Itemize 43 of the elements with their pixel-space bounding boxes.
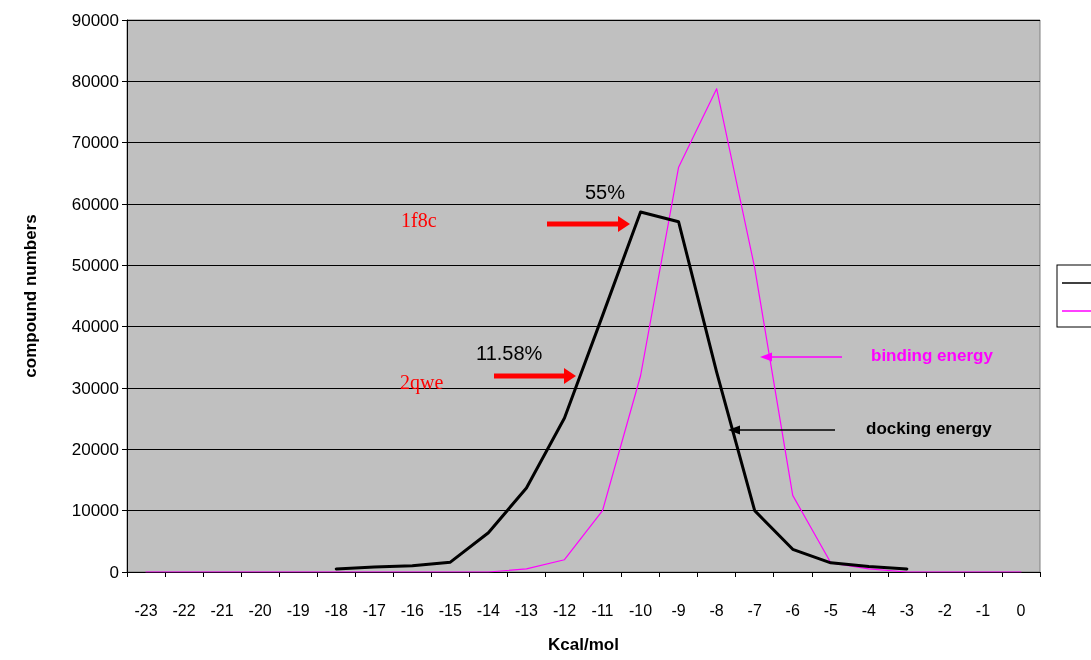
x-tick-label: -11 bbox=[591, 601, 614, 619]
x-tick-label: -6 bbox=[785, 601, 800, 619]
x-tick-label: -12 bbox=[552, 601, 577, 619]
x-tick-label: -20 bbox=[248, 601, 272, 619]
x-tick-label: -23 bbox=[134, 601, 158, 619]
x-tick-label: -9 bbox=[671, 601, 686, 619]
x-tick-label: -16 bbox=[400, 601, 424, 619]
line-series bbox=[145, 88, 1022, 573]
x-tick-label: -5 bbox=[823, 601, 838, 619]
x-axis-title: Kcal/mol bbox=[548, 635, 619, 654]
legend-label: binding energy bbox=[871, 346, 994, 365]
x-tick-label: -10 bbox=[629, 601, 653, 619]
x-tick-label: -14 bbox=[476, 601, 501, 619]
x-tick-label: -22 bbox=[172, 601, 196, 619]
y-tick-label: 80000 bbox=[71, 71, 119, 91]
x-tick-label: -17 bbox=[362, 601, 386, 619]
x-tick-label: -3 bbox=[899, 601, 915, 619]
y-axis-title: compound numbers bbox=[21, 214, 40, 378]
x-tick-label: -19 bbox=[286, 601, 310, 619]
y-tick-label: 0 bbox=[109, 562, 119, 582]
x-tick-label: -13 bbox=[514, 601, 539, 619]
y-tick-label: 90000 bbox=[71, 10, 119, 30]
x-tick-label: -21 bbox=[210, 601, 234, 619]
annotation: 55% bbox=[585, 181, 626, 203]
text: docking energy bbox=[866, 419, 993, 438]
annotation: 1f8c bbox=[401, 209, 437, 231]
x-tick-label: -4 bbox=[861, 601, 877, 619]
y-tick-label: 10000 bbox=[71, 501, 119, 521]
x-tick-label: -2 bbox=[937, 601, 953, 619]
y-tick-label: 30000 bbox=[71, 378, 119, 398]
y-tick-label: 70000 bbox=[71, 133, 119, 153]
x-tick-label: 0 bbox=[1016, 601, 1026, 619]
x-tick-label: -15 bbox=[438, 601, 463, 619]
y-tick-label: 50000 bbox=[71, 255, 119, 275]
x-tick-label: -1 bbox=[975, 601, 991, 619]
y-tick-label: 60000 bbox=[71, 194, 119, 214]
annotation: 11.58% bbox=[476, 342, 543, 364]
y-tick-label: 20000 bbox=[71, 439, 119, 459]
x-tick-label: -8 bbox=[709, 601, 724, 619]
y-tick-label: 40000 bbox=[71, 317, 119, 337]
annotation: 2qwe bbox=[400, 371, 444, 394]
x-tick-label: -18 bbox=[324, 601, 348, 619]
x-tick-label: -7 bbox=[747, 601, 762, 619]
